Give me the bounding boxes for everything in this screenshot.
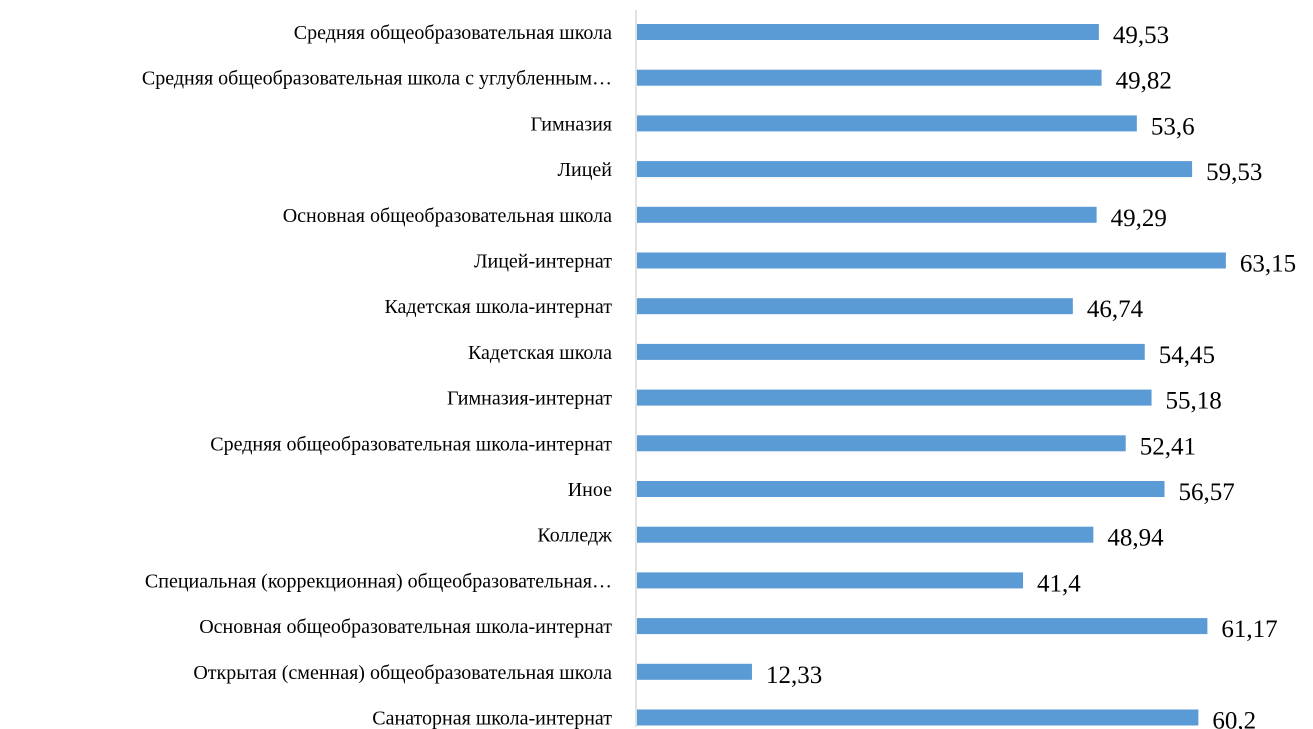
bar [637, 206, 1097, 223]
value-label: 49,29 [1111, 205, 1167, 232]
category-label: Основная общеобразовательная школа [283, 205, 612, 227]
category-label: Кадетская школа [468, 342, 612, 364]
bar [637, 69, 1102, 86]
category-label: Лицей-интернат [474, 251, 612, 273]
bar [637, 24, 1099, 40]
bar [637, 663, 752, 680]
value-label: 59,53 [1206, 159, 1262, 186]
value-label: 61,17 [1221, 616, 1277, 643]
value-label: 49,82 [1116, 68, 1172, 95]
category-label: Основная общеобразовательная школа-интер… [199, 616, 612, 638]
bar [637, 709, 1199, 726]
category-label: Гимназия [530, 113, 612, 135]
category-label: Санаторная школа-интернат [372, 708, 612, 729]
bar [637, 161, 1193, 178]
bar [637, 618, 1208, 635]
bar [637, 481, 1165, 497]
category-label: Гимназия-интернат [447, 388, 612, 410]
value-label: 53,6 [1151, 113, 1195, 140]
category-label: Специальная (коррекционная) общеобразова… [145, 570, 612, 592]
value-label: 56,57 [1179, 479, 1235, 506]
bar [637, 526, 1094, 543]
value-label: 63,15 [1240, 251, 1296, 278]
category-label: Иное [568, 479, 612, 501]
category-label: Открытая (сменная) общеобразовательная ш… [193, 662, 612, 684]
bar [637, 572, 1024, 589]
bar [637, 252, 1226, 269]
value-label: 60,2 [1212, 708, 1256, 729]
value-label: 49,53 [1113, 22, 1169, 49]
value-label: 12,33 [766, 662, 822, 689]
category-labels-group: Средняя общеобразовательная школа Средняя… [142, 22, 612, 729]
value-label: 46,74 [1087, 296, 1144, 323]
value-label: 54,45 [1159, 342, 1215, 369]
bar [637, 389, 1152, 406]
value-label: 41,4 [1037, 570, 1081, 597]
category-label: Лицей [557, 159, 612, 181]
bar [637, 298, 1073, 315]
bar [637, 343, 1145, 360]
category-label: Средняя общеобразовательная школа-интерн… [210, 433, 612, 455]
value-label: 52,41 [1140, 433, 1196, 460]
value-label: 48,94 [1107, 525, 1164, 552]
category-label: Средняя общеобразовательная школа с углу… [142, 68, 612, 90]
value-labels-group: 49,53 49,82 53,6 59,53 49,29 63,15 46,74 54,45 5… [766, 22, 1296, 729]
category-label: Средняя общеобразовательная школа [294, 22, 612, 44]
category-label: Колледж [537, 525, 612, 547]
bars-group [637, 24, 1226, 726]
bar [637, 435, 1126, 452]
category-label: Кадетская школа-интернат [384, 296, 612, 318]
bar [637, 115, 1137, 132]
value-label: 55,18 [1166, 388, 1222, 415]
